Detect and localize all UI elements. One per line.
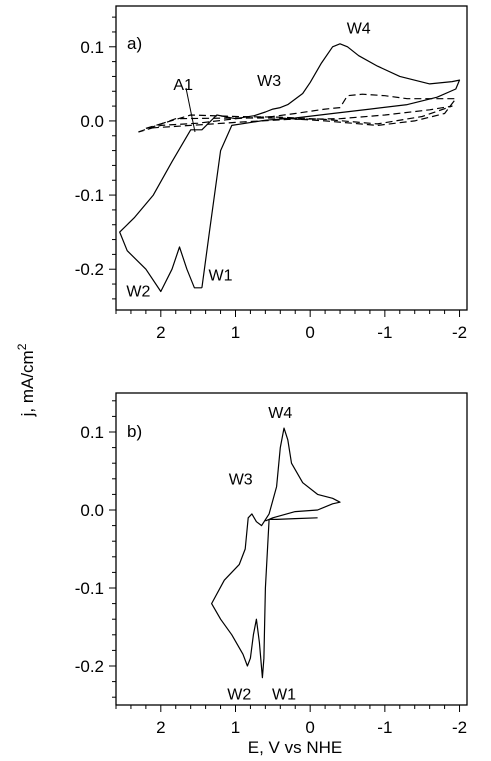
x-tick-label-a: 2 bbox=[156, 323, 165, 342]
panel-a: 0.1 0.0 -0.1 -0.2 2 1 0 -1 -2 A1 W3 W4 W2 W1 a) bbox=[75, 5, 468, 342]
series-line-a-2 bbox=[138, 93, 457, 133]
annotations-a: A1 W3 W4 W2 W1 bbox=[126, 20, 370, 300]
y-axis-title-superscript: 2 bbox=[15, 343, 29, 350]
x-tick-label-b: -2 bbox=[452, 718, 467, 737]
x-tick-label-a: 0 bbox=[305, 323, 314, 342]
peak-label-a1-a: A1 bbox=[173, 77, 193, 94]
x-tick-label-b: 2 bbox=[156, 718, 165, 737]
y-tick-label-b: 0.0 bbox=[80, 501, 104, 520]
y-tick-label-a: 0.1 bbox=[80, 38, 104, 57]
y-ticks-a: 0.1 0.0 -0.1 -0.2 bbox=[75, 16, 116, 300]
x-ticks-a: 2 1 0 -1 -2 bbox=[115, 310, 467, 342]
y-tick-label-a: -0.1 bbox=[75, 186, 104, 205]
peak-label-w4-a: W4 bbox=[347, 20, 371, 37]
plot-frame-a bbox=[115, 5, 468, 311]
peak-label-w3-a: W3 bbox=[257, 73, 281, 90]
x-tick-label-a: -1 bbox=[377, 323, 392, 342]
series-line-a-1 bbox=[119, 43, 461, 293]
peak-label-w1-b: W1 bbox=[272, 687, 296, 704]
series-group-a bbox=[119, 43, 461, 293]
y-axis-title-main: j, mA/cm bbox=[18, 350, 37, 417]
x-axis-title: E, V vs NHE bbox=[248, 738, 342, 757]
plot-frame-b bbox=[115, 392, 468, 706]
y-tick-label-b: 0.1 bbox=[80, 423, 104, 442]
y-ticks-b: 0.1 0.0 -0.1 -0.2 bbox=[75, 400, 116, 698]
series-group-b bbox=[211, 427, 341, 679]
peak-label-w2-b: W2 bbox=[227, 687, 251, 704]
y-tick-label-b: -0.1 bbox=[75, 579, 104, 598]
y-tick-label-a: -0.2 bbox=[75, 260, 104, 279]
panel-b: 0.1 0.0 -0.1 -0.2 2 1 0 -1 -2 W4 W3 W2 W1 b) bbox=[75, 392, 468, 737]
x-tick-label-b: 1 bbox=[231, 718, 240, 737]
x-tick-label-a: -2 bbox=[452, 323, 467, 342]
pointer-line-a1 bbox=[185, 87, 196, 133]
y-tick-label-b: -0.2 bbox=[75, 657, 104, 676]
x-tick-label-b: 0 bbox=[305, 718, 314, 737]
series-line-a-3 bbox=[145, 105, 453, 129]
series-line-b-1 bbox=[211, 427, 341, 679]
x-ticks-b: 2 1 0 -1 -2 bbox=[115, 705, 467, 737]
peak-label-w1-a: W1 bbox=[209, 267, 233, 284]
panel-label-a: a) bbox=[127, 34, 142, 53]
annotations-b: W4 W3 W2 W1 bbox=[227, 405, 296, 704]
peak-label-w3-b: W3 bbox=[229, 471, 253, 488]
peak-label-w4-b: W4 bbox=[268, 405, 292, 422]
x-tick-label-a: 1 bbox=[231, 323, 240, 342]
y-tick-label-a: 0.0 bbox=[80, 112, 104, 131]
x-tick-label-b: -1 bbox=[377, 718, 392, 737]
y-axis-title: j, mA/cm2 bbox=[15, 343, 37, 417]
panel-label-b: b) bbox=[127, 422, 142, 441]
peak-label-w2-a: W2 bbox=[126, 284, 150, 301]
